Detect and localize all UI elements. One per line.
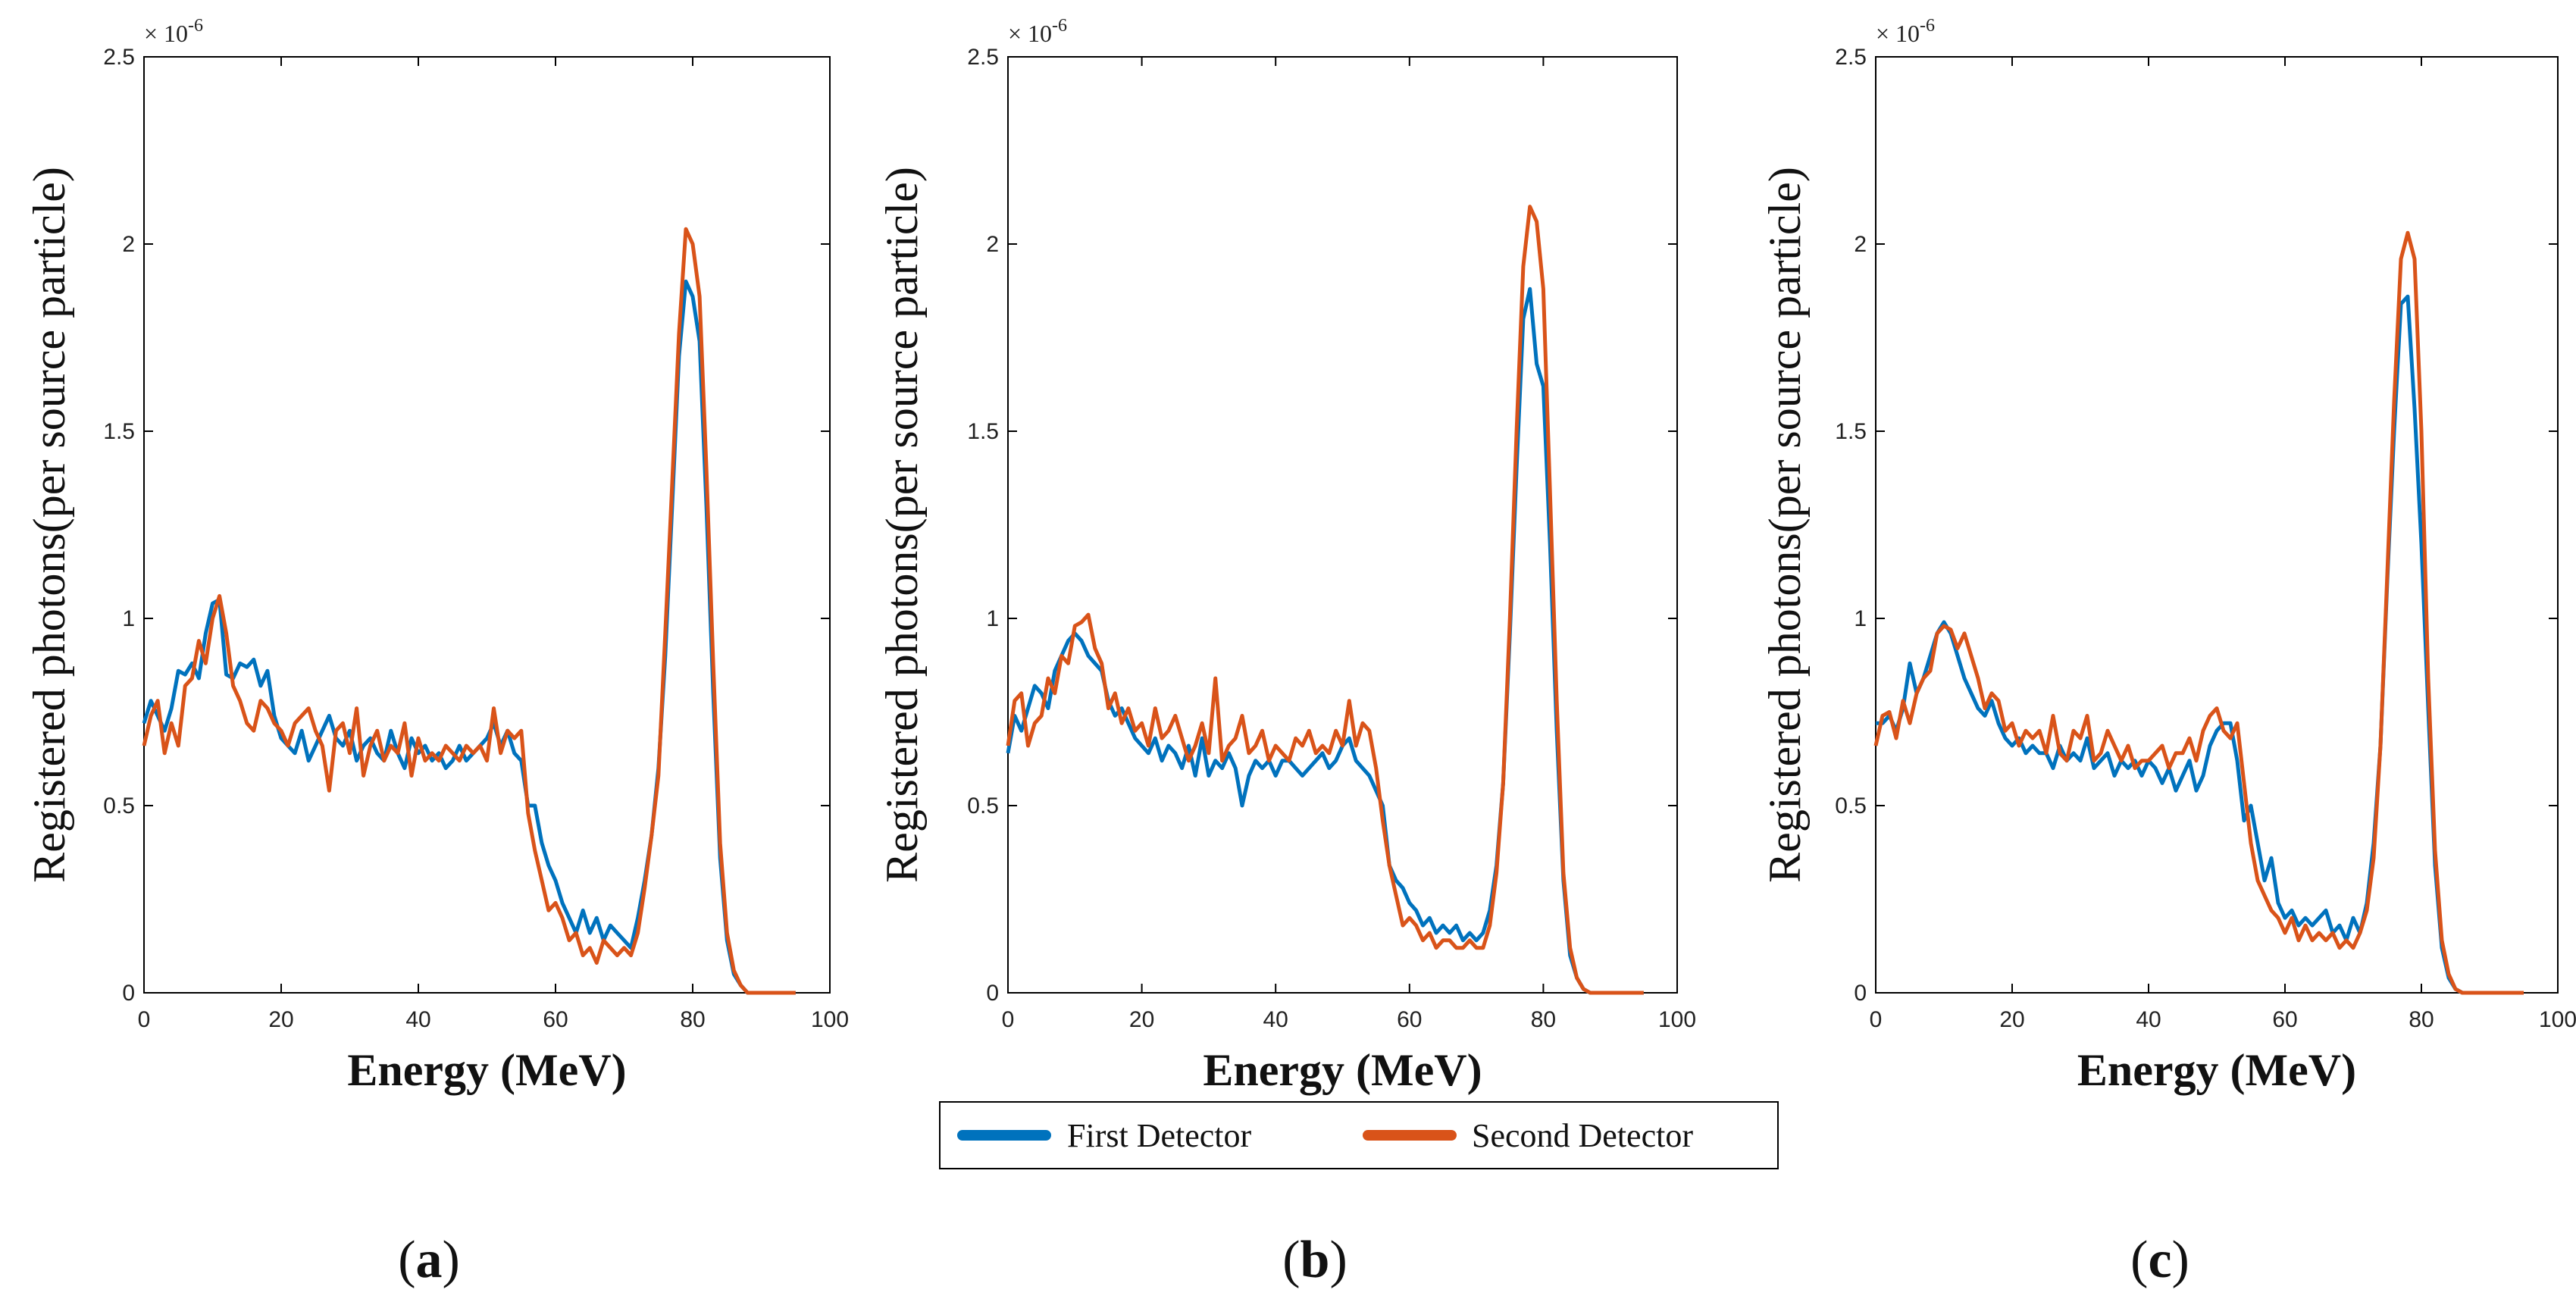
y-tick-label: 0 (122, 981, 135, 1006)
x-axis-label: Energy (MeV) (1203, 1045, 1482, 1095)
y-tick-label: 0.5 (967, 793, 999, 818)
y-tick-label: 0.5 (1835, 793, 1867, 818)
legend-second-detector-label: Second Detector (1472, 1117, 1693, 1154)
x-tick-label: 80 (2409, 1007, 2434, 1032)
plot-frame (1007, 56, 1678, 994)
series-line-first-detector (1006, 286, 1644, 995)
x-tick-label: 40 (405, 1007, 430, 1032)
x-tick-label: 100 (2539, 1007, 2576, 1032)
axis-exponent-base: × 10 (1876, 20, 1920, 47)
y-tick-label: 1.5 (967, 419, 999, 444)
y-tick-label: 0 (1854, 981, 1867, 1006)
x-axis-label: Energy (MeV) (347, 1045, 626, 1095)
series-line-second-detector (142, 227, 796, 995)
y-tick-label: 0.5 (103, 793, 135, 818)
y-tick-label: 2 (122, 232, 135, 257)
y-tick-label: 1 (986, 606, 999, 631)
y-tick-label: 2 (1854, 232, 1867, 257)
panel-label-open-paren: ( (1282, 1231, 1300, 1289)
x-tick-label: 40 (2136, 1007, 2161, 1032)
y-tick-label: 2 (986, 232, 999, 257)
panel-label-letter: c (2148, 1231, 2171, 1289)
chart-panel-a: 0 0.5 1 1.5 2 2.5 0 20 40 60 80 100 × 10-6 Registered… (24, 16, 849, 1289)
panel-label: (a) (398, 1231, 460, 1289)
panel-label-letter: a (416, 1231, 443, 1289)
axis-exponent: × 10-6 (144, 16, 203, 47)
axis-exponent-power: -6 (1052, 16, 1067, 36)
x-axis-label: Energy (MeV) (2077, 1045, 2356, 1095)
x-tick-label: 60 (1397, 1007, 1422, 1032)
x-tick-label: 80 (1531, 1007, 1556, 1032)
legend-first-detector-label: First Detector (1067, 1117, 1252, 1154)
x-tick-label: 0 (138, 1007, 151, 1032)
y-axis-label: Registered photons(per source particle) (24, 167, 74, 883)
axis-exponent: × 10-6 (1876, 16, 1935, 47)
y-tick-label: 2.5 (103, 45, 135, 70)
panel-label: (c) (2130, 1231, 2189, 1289)
series-line-first-detector (1876, 294, 2524, 995)
panel-label-close-paren: ) (2172, 1231, 2189, 1289)
panel-label-letter: b (1301, 1231, 1330, 1289)
chart-panels: 00.511.522.50 20 40 60 80 100× 10-6Registered… (24, 16, 2576, 1289)
x-tick-label: 60 (543, 1007, 568, 1032)
x-tick-label: 0 (1870, 1007, 1883, 1032)
x-tick-label: 20 (1129, 1007, 1154, 1032)
y-axis-label: Registered photons(per source particle) (877, 167, 927, 883)
y-tick-label: 1 (1854, 606, 1867, 631)
panel-label-open-paren: ( (2130, 1231, 2148, 1289)
chart-panel-c: 0 0.5 1 1.5 2 2.5 0 20 40 60 80 100 × 10-6 Registered… (1760, 16, 2576, 1289)
axis-exponent-power: -6 (188, 16, 203, 36)
panel-label-close-paren: ) (1329, 1231, 1347, 1289)
series-line-second-detector (1006, 205, 1644, 995)
axis-exponent-base: × 10 (1008, 20, 1052, 47)
y-tick-label: 2.5 (1835, 45, 1867, 70)
y-tick-label: 1 (122, 606, 135, 631)
y-tick-label: 0 (986, 981, 999, 1006)
legend: First Detector Second Detector (939, 1101, 1779, 1169)
series-line-second-detector (1873, 230, 2524, 995)
x-tick-label: 0 (1002, 1007, 1015, 1032)
plot-frame (1875, 56, 2559, 994)
chart-panel-b: 0 0.5 1 1.5 2 2.5 0 20 40 60 80 100 × 10-6 Registered… (877, 16, 1696, 1289)
y-tick-label: 2.5 (967, 45, 999, 70)
series-line-first-detector (142, 279, 796, 995)
panel-label: (b) (1282, 1231, 1347, 1289)
x-tick-label: 20 (268, 1007, 293, 1032)
legend-box (939, 1101, 1779, 1169)
x-tick-label: 80 (680, 1007, 705, 1032)
x-tick-label: 100 (811, 1007, 849, 1032)
y-tick-label: 1.5 (1835, 419, 1867, 444)
panel-label-open-paren: ( (398, 1231, 415, 1289)
x-tick-label: 100 (1658, 1007, 1696, 1032)
x-tick-label: 20 (1999, 1007, 2024, 1032)
x-tick-label: 60 (2272, 1007, 2297, 1032)
panel-label-close-paren: ) (443, 1231, 460, 1289)
y-tick-label: 1.5 (103, 419, 135, 444)
axis-exponent-power: -6 (1920, 16, 1935, 36)
x-tick-label: 40 (1263, 1007, 1288, 1032)
axis-exponent: × 10-6 (1008, 16, 1067, 47)
plot-frame (143, 56, 831, 994)
y-axis-label: Registered photons(per source particle) (1760, 167, 1810, 883)
axis-exponent-base: × 10 (144, 20, 188, 47)
